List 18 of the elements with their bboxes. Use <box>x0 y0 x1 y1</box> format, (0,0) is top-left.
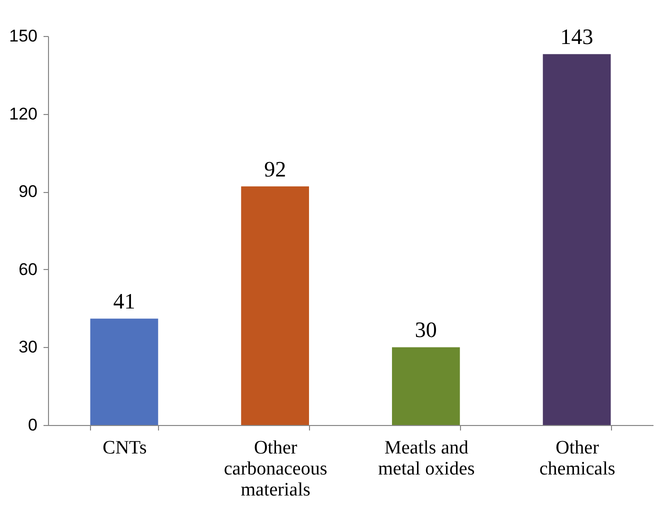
y-tick-label: 150 <box>9 26 38 46</box>
data-label: 41 <box>113 288 136 314</box>
x-tick-label: Meatls and metal oxides <box>378 438 475 480</box>
bar <box>392 347 460 425</box>
x-tick-label: Other carbonaceous materials <box>224 438 328 500</box>
data-label: 143 <box>560 24 594 50</box>
x-tick-label: Other chemicals <box>539 438 616 480</box>
bar <box>90 318 158 425</box>
y-tick-label: 60 <box>18 260 38 279</box>
y-tick-label: 120 <box>9 104 38 124</box>
data-label: 30 <box>414 317 437 342</box>
bar <box>542 54 611 425</box>
y-tick-label: 90 <box>18 182 38 202</box>
y-tick-label: 30 <box>18 338 38 357</box>
data-label: 92 <box>264 156 286 182</box>
x-tick-label: CNTs <box>102 438 147 458</box>
bar <box>241 186 310 425</box>
y-tick-label: 0 <box>28 416 38 434</box>
